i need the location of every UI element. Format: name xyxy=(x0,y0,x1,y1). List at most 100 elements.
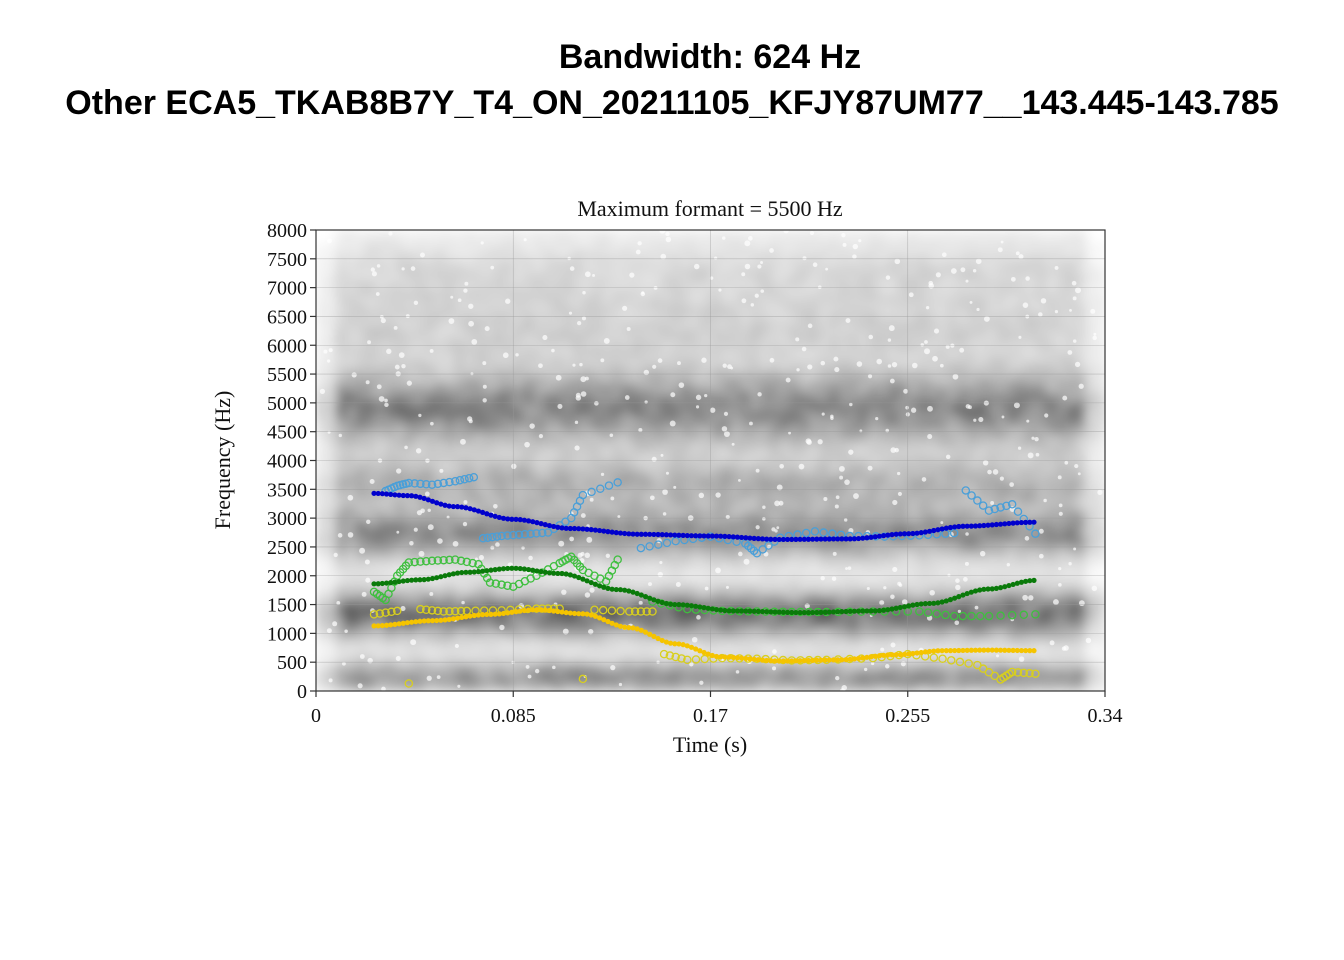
spectrogram-cell xyxy=(690,467,702,476)
spectrogram-cell xyxy=(355,662,367,671)
spectrogram-cell xyxy=(749,273,761,282)
spectrogram-cell xyxy=(345,287,357,296)
spectrogram-cell xyxy=(1055,294,1067,304)
spectrogram-cell xyxy=(907,417,919,426)
spectrogram-cell xyxy=(582,626,594,635)
spectrogram-cell xyxy=(335,474,347,484)
spectrogram-cell xyxy=(523,366,534,376)
spectrogram-cell xyxy=(651,330,663,340)
spectrogram-cell xyxy=(749,374,761,383)
spectrogram-cell xyxy=(937,474,949,484)
spectrogram-cell xyxy=(355,374,367,383)
spectrogram-cell xyxy=(779,381,791,390)
spectrogram-cell xyxy=(838,503,850,512)
spectrogram-cell xyxy=(454,410,465,419)
spectrogram-cell xyxy=(700,474,712,484)
spectrogram-cell xyxy=(483,575,495,584)
spectrogram-cell xyxy=(532,244,544,253)
spectrogram-cell xyxy=(799,395,811,404)
spectrogram-cell xyxy=(789,503,801,512)
spectrogram-cell xyxy=(602,633,613,642)
spectrogram-cell xyxy=(1006,309,1018,318)
spectrogram-cell xyxy=(532,640,544,649)
spectrogram-cell xyxy=(749,626,761,635)
spectrogram-cell xyxy=(562,431,574,440)
spectrogram-cell xyxy=(671,302,682,311)
spectrogram-cell xyxy=(700,669,712,678)
spectrogram-cell xyxy=(720,244,732,253)
spectrogram-cell xyxy=(996,381,1008,390)
spectrogram-cell xyxy=(759,647,771,656)
spectrogram-cell xyxy=(325,618,337,628)
spectrogram-cell xyxy=(375,640,387,649)
spectrogram-cell xyxy=(602,554,613,563)
spectrogram-cell xyxy=(621,496,633,505)
spectrogram-cell xyxy=(592,626,604,635)
spectrogram-cell xyxy=(375,525,387,534)
spectrogram-cell xyxy=(897,388,909,397)
spectrogram-cell xyxy=(661,626,673,635)
spectrogram-cell xyxy=(1065,467,1077,476)
spectrogram-cell xyxy=(611,316,623,325)
spectrogram-cell xyxy=(661,352,673,361)
spectrogram-cell xyxy=(651,417,663,426)
spectrogram-cell xyxy=(325,402,337,412)
spectrogram-cell xyxy=(651,352,663,361)
spectrogram-cell xyxy=(947,258,959,268)
spectrogram-cell xyxy=(799,302,811,311)
spectrogram-cell xyxy=(532,575,544,584)
spectrogram-cell xyxy=(710,280,722,289)
spectrogram-cell xyxy=(1075,647,1087,656)
spectrogram-cell xyxy=(1075,633,1087,642)
spectrogram-cell xyxy=(947,424,959,433)
spectrogram-cell xyxy=(809,366,820,376)
spectrogram-cell xyxy=(799,258,811,268)
spectrogram-cell xyxy=(1065,316,1077,325)
spectrogram-cell xyxy=(444,410,456,419)
spectrogram-cell xyxy=(1045,438,1057,448)
spectrogram-cell xyxy=(335,352,347,361)
spectrogram-cell xyxy=(394,582,406,592)
spectrogram-cell xyxy=(542,546,554,556)
spectrogram-cell xyxy=(759,237,771,246)
spectrogram-cell xyxy=(661,280,673,289)
spectrogram-cell xyxy=(602,374,613,383)
spectrogram-cell xyxy=(690,525,702,534)
spectrogram-cell xyxy=(838,489,850,498)
spectrogram-cell xyxy=(1075,402,1087,412)
spectrogram-cell xyxy=(897,474,909,484)
spectrogram-cell xyxy=(651,302,663,311)
spectrogram-cell xyxy=(493,518,505,527)
spectrogram-cell xyxy=(789,316,801,325)
spectrogram-cell xyxy=(493,683,505,691)
spectrogram-cell xyxy=(937,258,949,268)
spectrogram-cell xyxy=(976,561,988,570)
spectrogram-cell xyxy=(789,554,801,563)
spectrogram-cell xyxy=(671,330,682,340)
spectrogram-cell xyxy=(1035,323,1047,332)
spectrogram-cell xyxy=(375,647,387,656)
spectrogram-cell xyxy=(582,568,594,577)
spectrogram-cell xyxy=(710,453,722,462)
spectrogram-cell xyxy=(582,654,594,664)
spectrogram-cell xyxy=(671,244,682,253)
spectrogram-cell xyxy=(966,316,978,325)
spectrogram-cell xyxy=(818,633,830,642)
spectrogram-cell xyxy=(651,244,663,253)
spectrogram-cell xyxy=(818,582,830,592)
spectrogram-cell xyxy=(414,230,426,239)
spectrogram-cell xyxy=(592,294,604,304)
spectrogram-cell xyxy=(542,287,554,296)
spectrogram-cell xyxy=(582,410,594,419)
spectrogram-cell xyxy=(463,323,475,332)
spectrogram-cell xyxy=(1045,568,1057,577)
spectrogram-cell xyxy=(769,323,781,332)
spectrogram-cell xyxy=(848,410,860,419)
spectrogram-cell xyxy=(740,338,751,347)
spectrogram-cell xyxy=(907,626,919,635)
spectrogram-cell xyxy=(868,258,880,268)
spectrogram-cell xyxy=(947,467,959,476)
spectrogram-cell xyxy=(316,446,327,455)
spectrogram-cell xyxy=(621,446,633,455)
spectrogram-cell xyxy=(345,323,357,332)
